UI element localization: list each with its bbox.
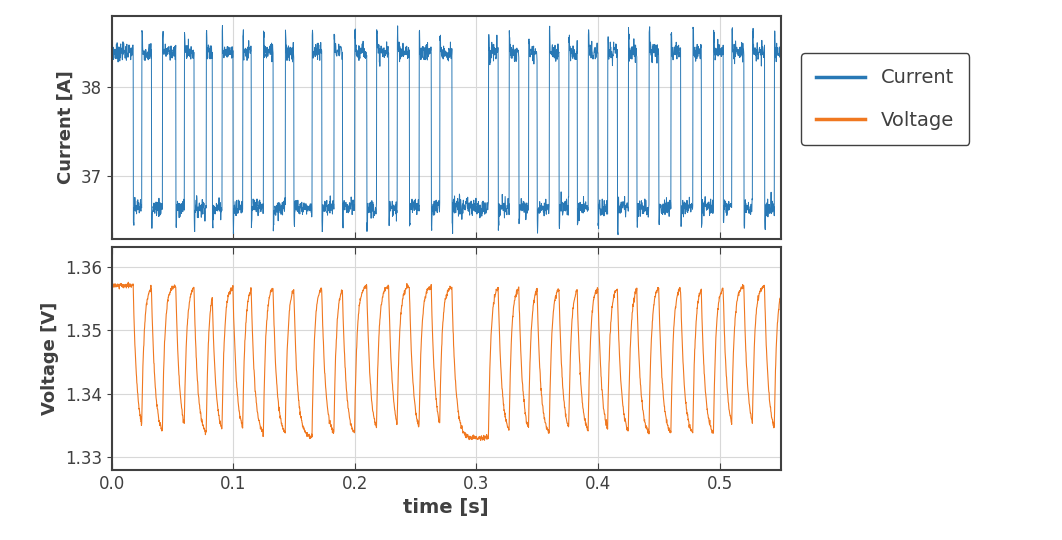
Y-axis label: Current [A]: Current [A] [57, 71, 75, 184]
Legend: Current, Voltage: Current, Voltage [801, 53, 970, 145]
X-axis label: time [s]: time [s] [404, 498, 489, 517]
Y-axis label: Voltage [V]: Voltage [V] [41, 302, 59, 415]
